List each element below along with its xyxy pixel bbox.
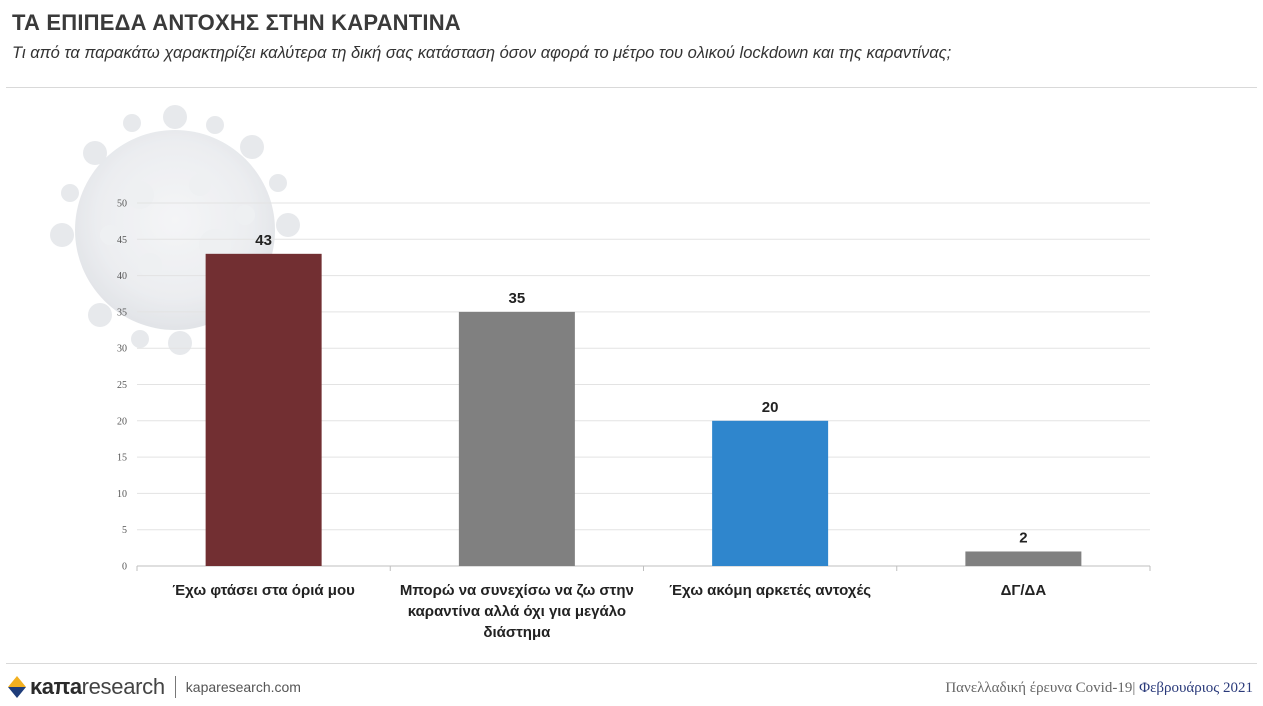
y-tick-label: 50: [117, 199, 127, 210]
brand-website-link[interactable]: kaparesearch.com: [185, 679, 301, 695]
brand-name-bold: κaπa: [30, 674, 82, 699]
bar-value-label: 2: [1019, 529, 1027, 546]
bar: [458, 311, 575, 566]
y-tick-label: 20: [117, 416, 127, 427]
y-tick-label: 5: [122, 525, 127, 536]
kapa-logo-icon: [8, 676, 26, 698]
x-category-label: διάστημα: [483, 624, 551, 641]
bar-value-label: 20: [762, 399, 779, 416]
survey-info: Πανελλαδική έρευνα Covid-19| Φεβρουάριος…: [945, 680, 1253, 697]
y-tick-label: 15: [117, 453, 127, 464]
bar: [965, 551, 1082, 566]
y-tick-label: 30: [117, 344, 127, 355]
brand-block: κaπa research kaparesearch.com: [8, 672, 301, 702]
page-title: ΤΑ ΕΠΙΠΕΔΑ ΑΝΤΟΧΗΣ ΣΤΗΝ ΚΑΡΑΝΤΙΝΑ: [12, 10, 461, 35]
y-tick-label: 40: [117, 271, 127, 282]
x-category-label: Έχω φτάσει στα όριά μου: [172, 582, 355, 599]
page-subtitle: Τι από τα παρακάτω χαρακτηρίζει καλύτερα…: [12, 44, 952, 62]
bar: [205, 253, 322, 566]
y-tick-label: 35: [117, 307, 127, 318]
y-tick-label: 10: [117, 489, 127, 500]
survey-date: Φεβρουάριος 2021: [1139, 680, 1253, 696]
brand-name-light: research: [81, 674, 166, 699]
x-category-label: ΔΓ/ΔΑ: [1001, 582, 1047, 599]
bar: [712, 420, 829, 566]
y-tick-label: 25: [117, 380, 127, 391]
y-tick-label: 45: [117, 235, 127, 246]
brand-separator: [174, 676, 176, 698]
survey-name: Πανελλαδική έρευνα Covid-19|: [945, 680, 1136, 696]
bar-value-label: 43: [255, 232, 272, 249]
x-category-label: Μπορώ να συνεχίσω να ζω στην: [400, 582, 634, 599]
footer-divider: [6, 663, 1257, 664]
header-divider: [6, 87, 1257, 88]
bar-value-label: 35: [509, 290, 526, 307]
x-category-label: Έχω ακόμη αρκετές αντοχές: [669, 582, 871, 599]
x-category-label: καραντίνα αλλά όχι για μεγάλο: [408, 603, 626, 620]
y-tick-label: 0: [122, 562, 127, 573]
